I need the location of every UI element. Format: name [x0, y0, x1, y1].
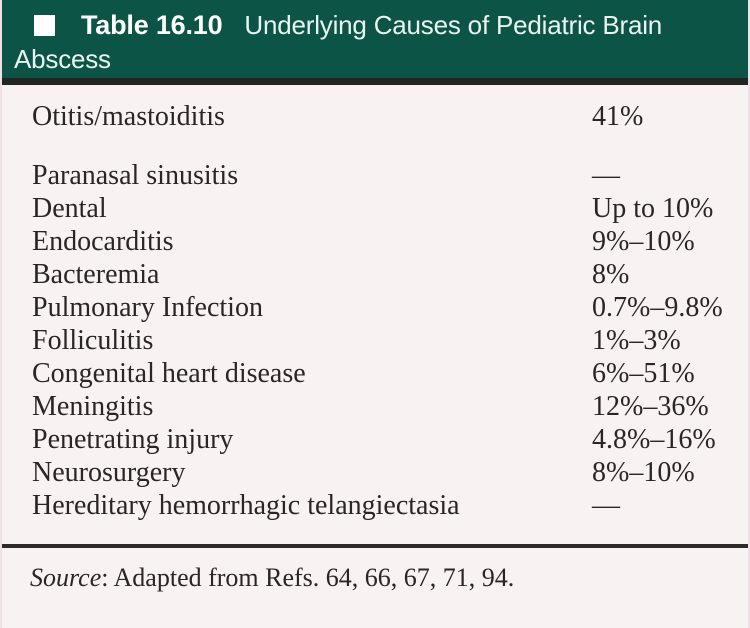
value-cell: 8% [592, 259, 630, 290]
table-title-line2: Abscess [14, 44, 111, 74]
value-cell: Up to 10% [592, 193, 714, 224]
value-cell: 9%–10% [592, 226, 695, 257]
cause-cell: Penetrating injury [32, 424, 234, 455]
source-label: Source [30, 563, 102, 592]
table-row: Neurosurgery 8%–10% [2, 456, 748, 489]
table-row: Penetrating injury 4.8%–16% [2, 423, 748, 456]
table-title-line1: Underlying Causes of Pediatric Brain [244, 10, 663, 40]
cause-cell: Meningitis [32, 391, 154, 422]
cause-cell: Endocarditis [32, 226, 174, 257]
value-cell: 0.7%–9.8% [592, 292, 723, 323]
cause-cell: Dental [32, 193, 107, 224]
cause-cell: Hereditary hemorrhagic telangiectasia [32, 490, 460, 521]
table-number-label: Table 16.10 [81, 10, 223, 40]
table-row: Hereditary hemorrhagic telangiectasia — [2, 489, 748, 522]
cause-cell: Paranasal sinusitis [32, 160, 239, 191]
cause-cell: Congenital heart disease [32, 358, 306, 389]
table-row: Otitis/mastoiditis 41% [2, 100, 748, 133]
source-text: : Adapted from Refs. 64, 66, 67, 71, 94. [101, 563, 515, 592]
cause-cell: Bacteremia [32, 259, 160, 290]
cause-cell: Folliculitis [32, 325, 154, 356]
table-rows: Otitis/mastoiditis 41% Paranasal sinusit… [2, 85, 748, 522]
value-cell: — [592, 160, 620, 191]
value-cell: 12%–36% [592, 391, 709, 422]
table-header: Table 16.10 Underlying Causes of Pediatr… [2, 0, 748, 78]
value-cell: 1%–3% [592, 325, 681, 356]
table-row: Endocarditis 9%–10% [2, 225, 748, 258]
value-cell: 4.8%–16% [592, 424, 716, 455]
bottom-rule [2, 544, 748, 548]
cause-cell: Otitis/mastoiditis [32, 101, 225, 132]
square-bullet-icon [34, 14, 55, 36]
table-row: Dental Up to 10% [2, 192, 748, 225]
header-bottom-strip [2, 78, 748, 85]
value-cell: 6%–51% [592, 358, 695, 389]
table-row: Paranasal sinusitis — [2, 159, 748, 192]
cause-cell: Neurosurgery [32, 457, 186, 488]
value-cell: — [592, 490, 620, 521]
value-cell: 41% [592, 101, 644, 132]
table-row: Meningitis 12%–36% [2, 390, 748, 423]
table-row: Bacteremia 8% [2, 258, 748, 291]
cause-cell: Pulmonary Infection [32, 292, 263, 323]
header-line1: Table 16.10 Underlying Causes of Pediatr… [12, 8, 738, 42]
source-line: Source: Adapted from Refs. 64, 66, 67, 7… [2, 548, 748, 594]
table-row: Pulmonary Infection 0.7%–9.8% [2, 291, 748, 324]
table-row: Folliculitis 1%–3% [2, 324, 748, 357]
value-cell: 8%–10% [592, 457, 695, 488]
table-row: Congenital heart disease 6%–51% [2, 357, 748, 390]
